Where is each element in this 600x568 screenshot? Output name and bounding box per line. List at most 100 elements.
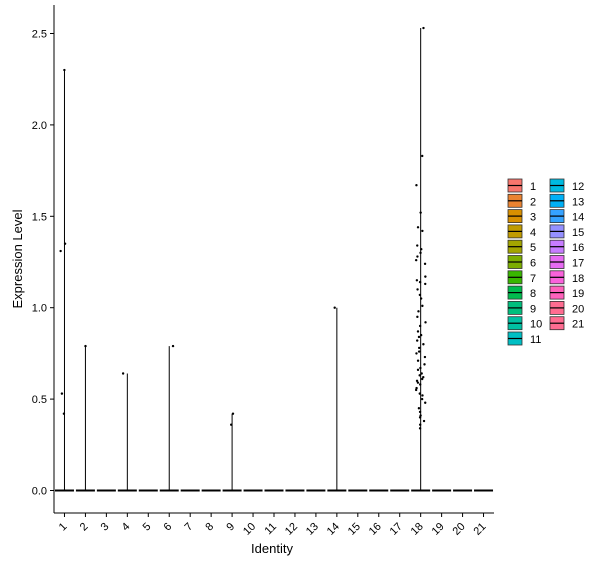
data-point	[416, 315, 419, 319]
data-point	[420, 377, 424, 381]
x-tick-label: 19	[430, 521, 447, 538]
x-axis-label: Identity	[251, 541, 293, 556]
legend-item: 15	[549, 224, 584, 239]
legend-label: 20	[572, 303, 584, 315]
legend-item: 8	[507, 285, 536, 300]
data-point	[416, 226, 420, 229]
data-point	[424, 275, 427, 278]
data-point	[422, 26, 425, 30]
data-point	[333, 306, 336, 309]
data-point	[418, 293, 422, 297]
legend-item: 1	[507, 178, 536, 193]
data-point	[418, 374, 421, 377]
data-point	[422, 343, 425, 346]
data-point	[424, 282, 427, 286]
data-point	[414, 258, 418, 262]
legend-item: 2	[507, 193, 536, 208]
x-tick-label: 10	[241, 521, 258, 538]
legend-label: 14	[572, 212, 584, 224]
legend-label: 1	[530, 181, 536, 193]
x-tick-label: 3	[99, 521, 112, 534]
legend-label: 12	[572, 181, 584, 193]
data-point	[416, 288, 419, 291]
y-tick-label: 0.0	[32, 486, 47, 498]
x-tick-label: 20	[451, 521, 468, 538]
legend-item: 11	[507, 331, 541, 346]
data-point	[419, 211, 422, 214]
data-point	[417, 350, 421, 353]
legend-item: 18	[549, 270, 584, 285]
data-point	[418, 427, 422, 430]
x-tick-label: 16	[367, 521, 384, 538]
data-point	[417, 335, 421, 339]
data-point	[418, 416, 422, 419]
data-point	[418, 280, 422, 284]
data-point	[416, 368, 420, 372]
legend-label: 15	[572, 227, 584, 239]
y-tick-label: 2.5	[32, 29, 47, 41]
x-tick-label: 5	[141, 521, 154, 534]
data-point	[416, 359, 420, 362]
legend-item: 5	[507, 239, 536, 254]
data-point	[419, 333, 423, 337]
data-point	[63, 68, 66, 72]
x-tick-label: 11	[263, 521, 280, 538]
data-point	[230, 423, 233, 426]
legend-label: 16	[572, 242, 584, 254]
data-point	[417, 407, 421, 410]
data-point	[422, 419, 426, 423]
legend-item: 7	[507, 270, 536, 285]
data-point	[59, 249, 62, 253]
x-tick-label: 15	[346, 521, 363, 538]
data-point	[414, 388, 418, 392]
data-point	[418, 383, 422, 386]
data-point	[418, 324, 422, 328]
y-tick-label: 2.0	[32, 120, 47, 132]
x-tick-label: 17	[388, 521, 405, 538]
legend-label: 10	[530, 319, 542, 331]
data-point	[62, 412, 66, 415]
x-tick-label: 6	[162, 521, 175, 534]
x-tick-label: 9	[224, 521, 237, 534]
x-tick-label: 7	[182, 521, 195, 534]
data-point	[423, 262, 427, 266]
legend-item: 12	[549, 178, 584, 193]
legend-label: 9	[530, 303, 536, 315]
legend-item: 3	[507, 209, 536, 224]
x-tick-label: 1	[57, 521, 70, 534]
x-tick-label: 21	[471, 521, 488, 538]
data-point	[419, 251, 422, 255]
x-tick-label: 14	[325, 521, 342, 538]
data-point	[415, 379, 419, 383]
data-point	[416, 244, 419, 247]
legend-label: 8	[530, 288, 536, 300]
data-point	[171, 344, 175, 348]
legend-label: 13	[572, 196, 584, 208]
data-point	[424, 401, 427, 404]
legend-label: 6	[530, 258, 536, 270]
data-point	[420, 397, 424, 401]
data-point	[63, 242, 67, 245]
y-axis: 0.0 0.5 1.0 1.5 2.0 2.5	[32, 5, 55, 513]
data-point	[421, 154, 424, 158]
x-tick-label: 18	[409, 521, 426, 538]
data-point	[415, 352, 418, 355]
legend-label: 2	[530, 196, 536, 208]
data-point	[417, 346, 421, 350]
legend-label: 11	[530, 334, 541, 346]
data-point	[60, 392, 64, 395]
data-point	[419, 366, 422, 370]
data-point	[418, 423, 422, 426]
plot-area	[54, 26, 494, 492]
y-tick-label: 1.5	[32, 211, 47, 223]
data-point	[416, 330, 420, 333]
legend-item: 17	[549, 255, 584, 270]
legend-label: 3	[530, 212, 536, 224]
legend-label: 21	[572, 319, 584, 331]
legend-item: 20	[549, 300, 584, 315]
data-point	[416, 255, 419, 258]
data-point	[421, 229, 424, 233]
x-axis: 1 2 3 4 5 6 7 8 9 10 11 12 13 14 15 16 17 18 19 20 21	[54, 512, 494, 538]
data-point	[423, 363, 426, 366]
